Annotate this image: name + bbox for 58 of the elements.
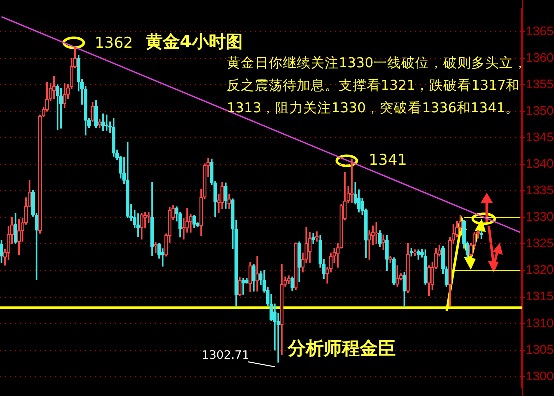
annotation: 黄金日你继续关注1330一线破位，破则多头立，反之震荡待加息。支撑看1321，跌破看1317和1313，阻力关注1330，突破看1336和1341。 xyxy=(227,56,528,117)
candlestick xyxy=(315,232,319,242)
candlestick xyxy=(427,266,431,297)
candlestick xyxy=(298,242,302,282)
annotation: 1302.71 xyxy=(202,348,250,362)
y-tick-label: 1330 xyxy=(526,210,554,224)
y-tick-label: 1315 xyxy=(526,290,554,304)
y-tick-label: 1340 xyxy=(526,157,554,172)
candlestick xyxy=(228,194,232,210)
y-tick-label: 1305 xyxy=(526,342,554,357)
y-tick-label: 1335 xyxy=(526,184,554,198)
candlestick xyxy=(248,262,252,292)
candlestick xyxy=(402,272,406,308)
y-tick-label: 1310 xyxy=(526,316,554,330)
annotation: 1341 xyxy=(369,150,408,169)
candlestick xyxy=(140,213,144,240)
candlestick xyxy=(154,242,158,254)
candlestick xyxy=(396,266,400,287)
candlestick xyxy=(252,264,256,292)
candlestick xyxy=(378,230,382,248)
candlestick xyxy=(112,118,116,157)
candlestick xyxy=(312,233,316,245)
candlestick xyxy=(294,242,298,290)
candlestick xyxy=(392,258,396,286)
y-tick-label: 1325 xyxy=(526,236,554,251)
y-tick-label: 1320 xyxy=(526,263,554,278)
y-tick-label: 1345 xyxy=(526,130,554,144)
candlestick xyxy=(382,234,386,250)
text: 黄金4小时图 xyxy=(145,32,243,52)
y-tick-label: 1350 xyxy=(526,104,554,118)
candlestick xyxy=(62,84,67,108)
candlestick xyxy=(56,84,60,130)
annotation: 1362 xyxy=(95,34,134,52)
y-tick-label: 1355 xyxy=(526,77,554,92)
candlestick xyxy=(91,102,95,122)
candlestick xyxy=(17,219,22,256)
candlestick xyxy=(126,142,130,218)
annotation: 分析师程金臣 xyxy=(287,338,396,360)
candlestick xyxy=(424,250,428,286)
candlestick xyxy=(192,215,196,228)
candlestick xyxy=(144,212,148,229)
candlestick xyxy=(290,276,294,292)
candlestick xyxy=(385,235,389,272)
candlestick xyxy=(14,213,18,245)
candlestick xyxy=(406,243,410,294)
candlestick xyxy=(256,256,260,292)
y-tick-label: 1365 xyxy=(526,24,554,38)
candlestick xyxy=(350,158,354,204)
candlestick xyxy=(52,76,56,100)
candlestick xyxy=(220,182,224,210)
candlestick xyxy=(224,182,228,209)
candlestick xyxy=(280,264,284,356)
candlestick xyxy=(238,277,242,297)
candlestick xyxy=(147,212,151,224)
y-tick-label: 1360 xyxy=(526,50,554,65)
y-tick-label: 1300 xyxy=(526,369,554,384)
candlestick xyxy=(242,278,246,295)
candlestick xyxy=(136,214,140,238)
